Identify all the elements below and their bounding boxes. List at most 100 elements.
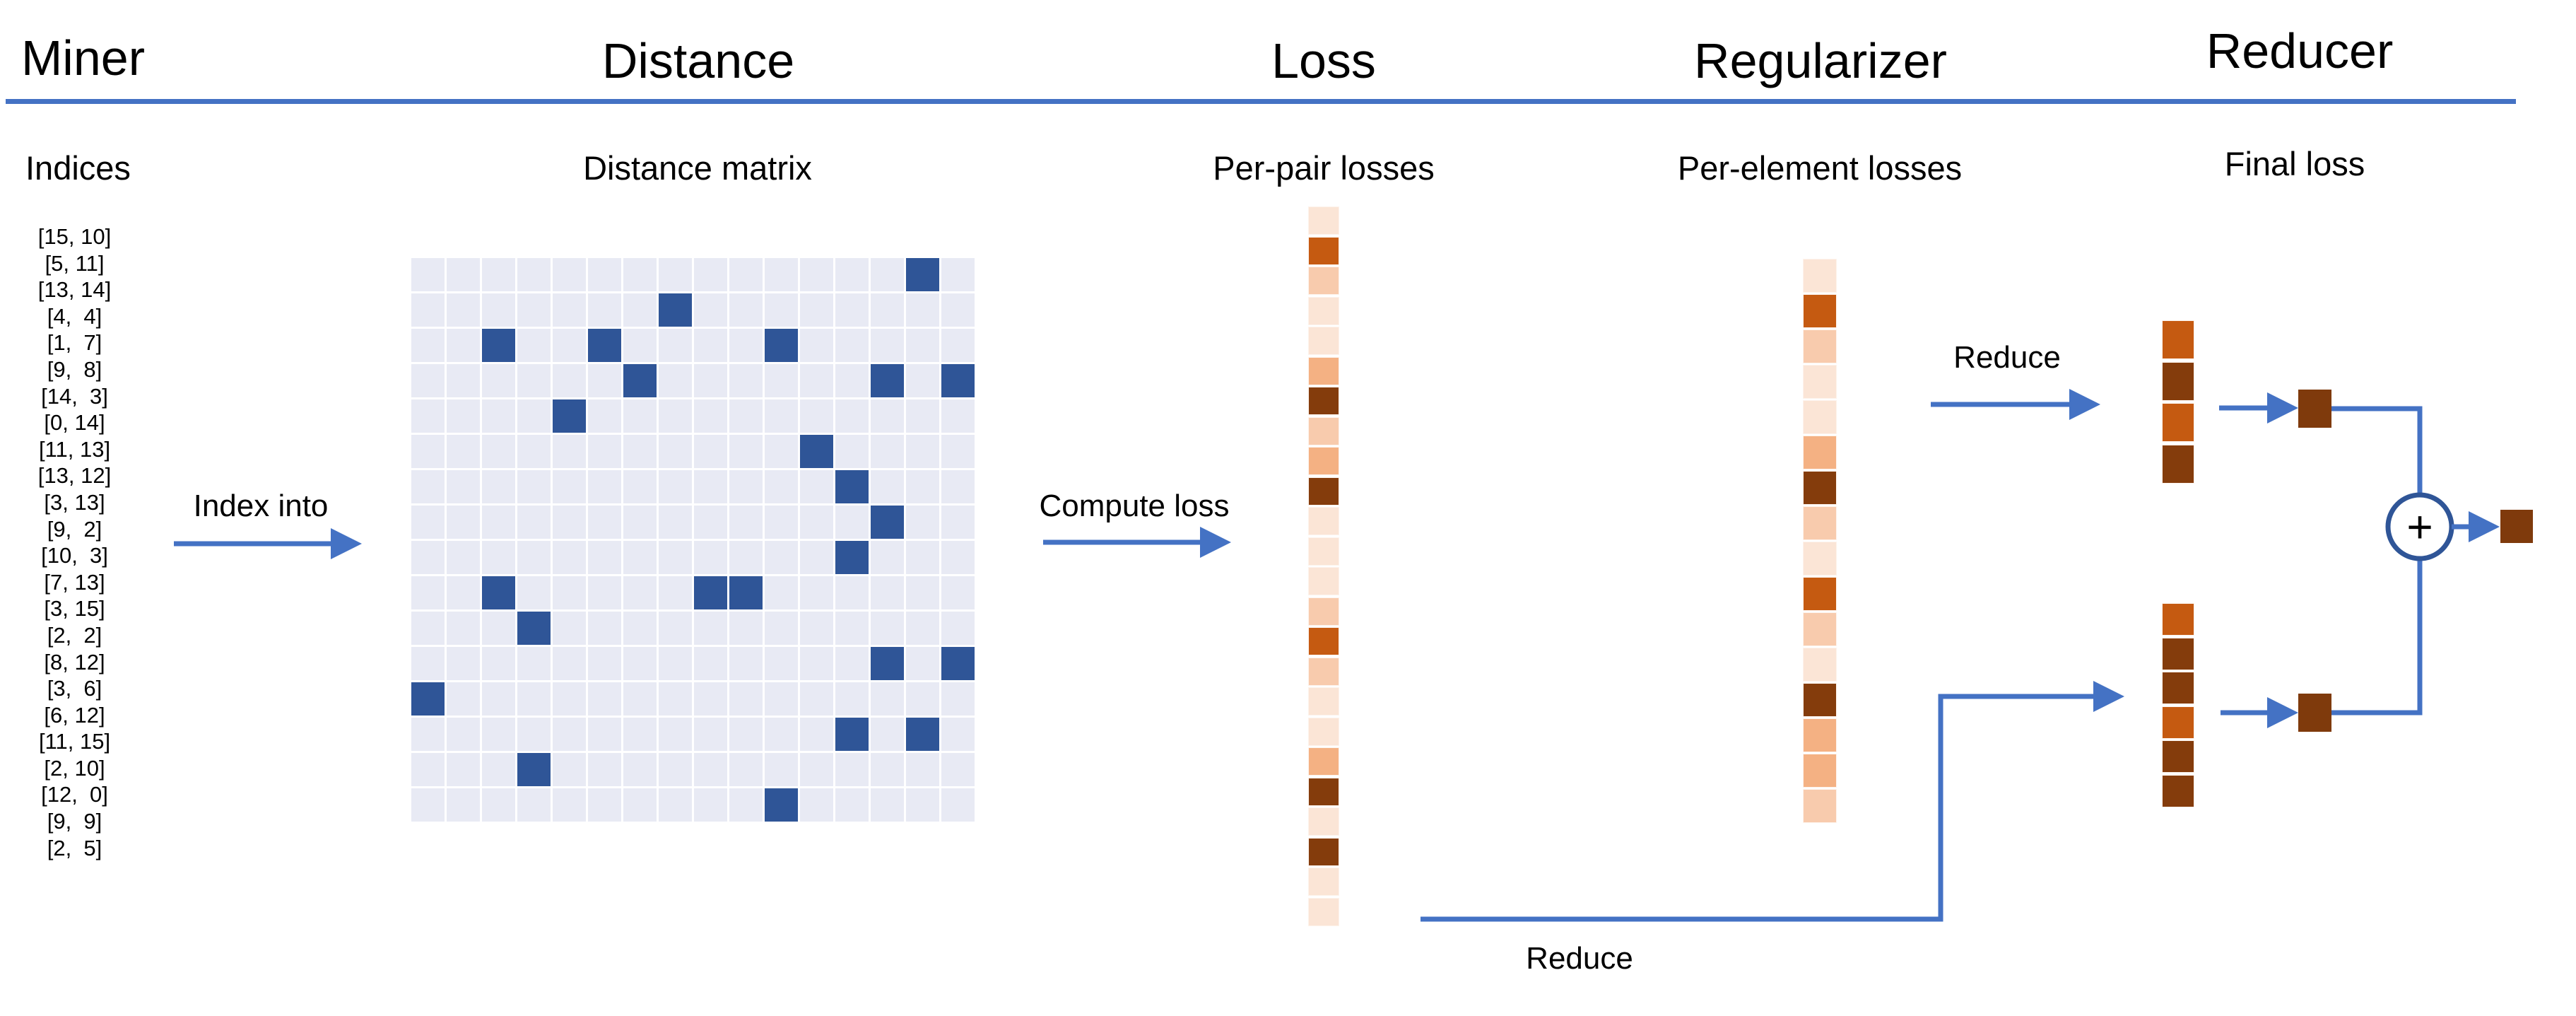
- matrix-cell: [729, 435, 763, 468]
- matrix-cell: [694, 506, 727, 539]
- per-element-loss-cell: [1803, 612, 1837, 646]
- sublabel-per-element-losses: Per-element losses: [1677, 149, 1963, 187]
- matrix-cell-marked: [694, 576, 727, 609]
- matrix-cell: [517, 718, 551, 751]
- matrix-cell: [871, 293, 904, 327]
- index-pair: [13, 14]: [37, 277, 112, 303]
- matrix-cell-marked: [835, 541, 869, 574]
- index-into-arrow: [174, 528, 362, 559]
- matrix-cell: [447, 293, 480, 327]
- matrix-cell: [659, 788, 692, 822]
- matrix-cell: [906, 470, 939, 503]
- matrix-cell: [517, 576, 551, 609]
- matrix-cell: [765, 506, 798, 539]
- matrix-cell: [906, 506, 939, 539]
- matrix-cell: [588, 612, 621, 645]
- matrix-cell: [765, 364, 798, 397]
- per-pair-loss-cell: [1308, 717, 1339, 746]
- matrix-cell-marked: [906, 258, 939, 291]
- per-element-loss-cell: [1803, 789, 1837, 823]
- matrix-cell-marked: [623, 364, 657, 397]
- matrix-cell: [623, 753, 657, 786]
- matrix-cell: [871, 541, 904, 574]
- per-element-loss-cell: [1803, 471, 1837, 505]
- matrix-cell: [588, 647, 621, 680]
- per-pair-loss-cell: [1308, 356, 1339, 385]
- matrix-cell: [941, 576, 975, 609]
- index-pair: [2, 5]: [47, 835, 102, 860]
- matrix-cell: [694, 258, 727, 291]
- matrix-cell: [411, 258, 445, 291]
- matrix-cell: [447, 329, 480, 362]
- matrix-cell: [941, 753, 975, 786]
- matrix-cell: [447, 612, 480, 645]
- reducer-top-cell: [2162, 320, 2194, 359]
- matrix-cell: [871, 718, 904, 751]
- per-pair-loss-cell: [1308, 627, 1339, 655]
- matrix-cell: [906, 788, 939, 822]
- matrix-cell: [835, 258, 869, 291]
- matrix-cell: [482, 399, 515, 433]
- matrix-cell: [482, 293, 515, 327]
- matrix-cell: [835, 682, 869, 716]
- per-element-loss-cell: [1803, 754, 1837, 788]
- index-pair: [9, 8]: [47, 356, 102, 382]
- matrix-cell: [623, 718, 657, 751]
- matrix-cell: [553, 753, 586, 786]
- per-element-loss-cell: [1803, 718, 1837, 752]
- per-pair-loss-cell: [1308, 897, 1339, 926]
- matrix-cell: [553, 788, 586, 822]
- matrix-cell: [765, 293, 798, 327]
- matrix-cell: [623, 399, 657, 433]
- matrix-cell: [588, 258, 621, 291]
- matrix-cell: [447, 470, 480, 503]
- matrix-cell: [517, 506, 551, 539]
- matrix-cell: [800, 576, 833, 609]
- matrix-cell: [835, 329, 869, 362]
- per-element-loss-cell: [1803, 365, 1837, 399]
- matrix-cell-marked: [800, 435, 833, 468]
- reduce-bottom-label: Reduce: [1526, 941, 1633, 976]
- reducer-bottom-cell: [2162, 740, 2194, 773]
- matrix-cell: [553, 435, 586, 468]
- per-pair-loss-cell: [1308, 537, 1339, 566]
- matrix-cell: [906, 753, 939, 786]
- matrix-cell: [694, 364, 727, 397]
- matrix-cell: [941, 399, 975, 433]
- matrix-cell: [871, 435, 904, 468]
- matrix-cell: [588, 293, 621, 327]
- matrix-cell: [553, 258, 586, 291]
- reducer-top-cell: [2162, 361, 2194, 401]
- matrix-cell: [871, 399, 904, 433]
- matrix-cell: [729, 541, 763, 574]
- matrix-cell: [517, 364, 551, 397]
- matrix-cell: [482, 541, 515, 574]
- matrix-cell: [765, 682, 798, 716]
- matrix-cell: [623, 647, 657, 680]
- per-element-loss-cell: [1803, 506, 1837, 540]
- index-pair: [2, 10]: [44, 755, 105, 781]
- index-pair: [3, 6]: [47, 676, 102, 701]
- matrix-cell: [800, 258, 833, 291]
- matrix-cell: [659, 399, 692, 433]
- matrix-cell: [411, 399, 445, 433]
- matrix-cell: [411, 329, 445, 362]
- reducer-top-cell: [2162, 403, 2194, 442]
- per-element-loss-cell: [1803, 294, 1837, 328]
- matrix-cell: [906, 541, 939, 574]
- matrix-cell: [765, 435, 798, 468]
- matrix-cell: [941, 435, 975, 468]
- matrix-cell: [800, 682, 833, 716]
- per-pair-loss-cell: [1308, 567, 1339, 595]
- matrix-cell: [694, 718, 727, 751]
- per-pair-loss-cell: [1308, 507, 1339, 535]
- matrix-cell: [411, 647, 445, 680]
- matrix-cell: [588, 576, 621, 609]
- index-pair: [2, 2]: [47, 622, 102, 648]
- matrix-cell: [800, 647, 833, 680]
- matrix-cell: [835, 506, 869, 539]
- index-pair-list: [15, 10] [5, 11] [13, 14] [4, 4] [1, 7] [9, 8…: [13, 223, 136, 861]
- matrix-cell: [447, 753, 480, 786]
- matrix-cell: [411, 612, 445, 645]
- reducer-bottom-cell: [2162, 637, 2194, 670]
